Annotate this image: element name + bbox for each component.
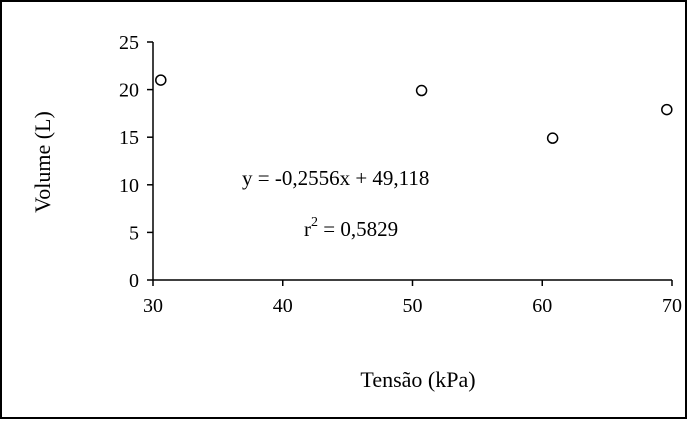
- x-tick-label: 70: [662, 295, 682, 317]
- y-tick-label: 5: [129, 222, 139, 244]
- r-exponent: 2: [311, 215, 318, 230]
- r-symbol: r: [304, 217, 311, 241]
- x-axis-title: Tensão (kPa): [360, 367, 475, 392]
- data-point: [415, 84, 428, 97]
- data-point: [155, 74, 167, 86]
- x-tick-label: 50: [403, 295, 423, 317]
- y-tick-label: 25: [119, 32, 139, 54]
- x-tick-label: 40: [273, 295, 293, 317]
- x-tick-label: 30: [143, 295, 163, 317]
- y-tick-label: 20: [119, 80, 139, 102]
- ticks: 0 5 10 15 20 25 30 40 50 60 70: [119, 32, 682, 317]
- r-squared-value: = 0,5829: [318, 217, 398, 241]
- data-points: [155, 74, 673, 144]
- y-tick-label: 10: [119, 175, 139, 197]
- y-axis-title: Volume (L): [30, 111, 55, 213]
- x-tick-label: 60: [532, 295, 552, 317]
- y-tick-label: 15: [119, 127, 139, 149]
- data-point: [546, 132, 559, 144]
- r-squared-annotation: r2 = 0,5829: [304, 215, 398, 241]
- axes: [152, 42, 672, 281]
- regression-equation: y = -0,2556x + 49,118: [242, 166, 429, 190]
- data-point: [661, 103, 673, 116]
- y-tick-label: 0: [129, 270, 139, 292]
